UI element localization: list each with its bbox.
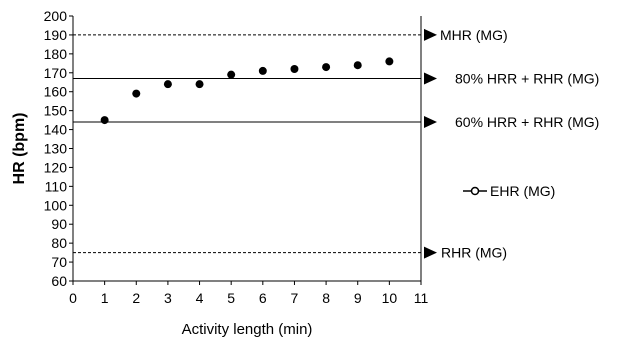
x-tick-label: 8	[322, 290, 330, 306]
axes: 6070809010011012013014015016017018019020…	[44, 8, 429, 306]
y-tick-label: 180	[44, 46, 68, 62]
reference-line-label: 80% HRR + RHR (MG)	[455, 70, 599, 86]
x-tick-label: 11	[414, 290, 429, 306]
y-tick-label: 70	[51, 254, 67, 270]
arrow-icon	[424, 246, 437, 259]
y-tick-label: 150	[44, 103, 68, 119]
data-point	[132, 89, 141, 98]
x-tick-label: 0	[69, 290, 77, 306]
data-point	[385, 57, 394, 66]
reference-line-label: MHR (MG)	[440, 27, 508, 43]
y-tick-label: 90	[51, 216, 67, 232]
y-tick-label: 120	[44, 159, 68, 175]
reference-line-label: RHR (MG)	[441, 245, 507, 261]
x-tick-label: 5	[227, 290, 235, 306]
data-point	[227, 70, 236, 79]
x-tick-label: 9	[354, 290, 362, 306]
data-point	[322, 63, 331, 72]
data-point	[100, 116, 109, 125]
x-tick-label: 3	[164, 290, 172, 306]
arrow-icon	[424, 116, 437, 128]
legend: EHR (MG)	[463, 183, 555, 199]
arrow-icon	[424, 28, 437, 41]
y-tick-label: 110	[45, 178, 68, 194]
x-tick-label: 10	[382, 290, 398, 306]
y-tick-label: 190	[44, 27, 68, 43]
y-axis-title: HR (bpm)	[11, 113, 28, 185]
arrow-icon	[424, 72, 437, 85]
legend-point-marker	[470, 186, 480, 196]
data-points	[100, 57, 394, 125]
x-tick-label: 2	[132, 290, 140, 306]
data-point	[163, 80, 172, 89]
y-tick-label: 160	[44, 84, 68, 100]
x-tick-label: 6	[259, 290, 267, 306]
x-tick-label: 4	[196, 290, 204, 306]
y-tick-label: 200	[44, 8, 68, 24]
x-axis-title: Activity length (min)	[182, 321, 313, 338]
y-tick-label: 60	[51, 273, 67, 289]
annotations: MHR (MG) 80% HRR + RHR (MG) 60% HRR + RHR …	[424, 27, 599, 261]
y-tick-label: 80	[51, 235, 67, 251]
y-tick-label: 140	[44, 122, 68, 138]
y-tick-label: 170	[44, 65, 68, 81]
y-tick-label: 130	[44, 141, 68, 157]
reference-lines	[73, 34, 421, 254]
legend-label: EHR (MG)	[490, 183, 555, 199]
x-tick-label: 1	[101, 290, 109, 306]
y-tick-label: 100	[44, 197, 68, 213]
x-tick-label: 7	[291, 290, 299, 306]
data-point	[195, 80, 204, 89]
reference-line-label: 60% HRR + RHR (MG)	[455, 114, 599, 130]
data-point	[258, 66, 267, 75]
data-point	[353, 61, 362, 70]
data-point	[290, 65, 299, 73]
